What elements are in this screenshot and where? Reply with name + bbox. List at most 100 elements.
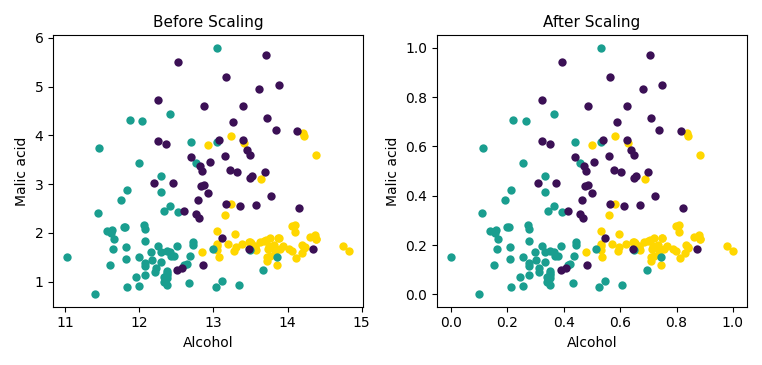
Point [261, 258, 273, 264]
Point [181, 261, 193, 267]
Point [618, 203, 630, 208]
Point [579, 183, 591, 189]
Point [253, 86, 265, 92]
Point [632, 244, 645, 250]
Point [588, 160, 600, 165]
Point [562, 208, 574, 214]
Point [274, 246, 287, 251]
Point [645, 115, 658, 121]
Point [595, 241, 607, 247]
Point [670, 248, 682, 254]
Point [120, 244, 132, 250]
Point [658, 246, 670, 251]
Point [644, 237, 656, 243]
Point [277, 243, 289, 249]
Point [225, 201, 237, 207]
Point [621, 137, 633, 143]
Point [227, 119, 239, 125]
Point [152, 138, 164, 144]
Point [523, 272, 535, 278]
Point [194, 163, 206, 169]
Point [138, 222, 150, 228]
Point [488, 231, 501, 237]
Point [310, 237, 322, 242]
Point [642, 238, 654, 244]
Point [211, 139, 223, 145]
Point [644, 52, 656, 58]
Point [544, 269, 556, 274]
Point [681, 245, 693, 250]
Point [243, 246, 255, 252]
Point [139, 238, 151, 244]
Point [694, 237, 706, 242]
Point [476, 211, 488, 216]
Point [539, 259, 551, 265]
Point [236, 241, 248, 247]
Point [620, 241, 632, 247]
Point [637, 86, 649, 92]
Point [210, 284, 222, 289]
Point [185, 154, 197, 160]
Point [234, 203, 246, 208]
Point [211, 45, 223, 51]
Title: Before Scaling: Before Scaling [153, 15, 264, 30]
Point [120, 256, 132, 262]
Point [606, 241, 618, 247]
X-axis label: Alcohol: Alcohol [567, 336, 617, 350]
Point [667, 246, 679, 251]
Point [544, 282, 556, 288]
Point [262, 246, 274, 252]
Point [611, 119, 623, 125]
Point [158, 274, 170, 280]
Point [228, 247, 240, 253]
Point [258, 169, 271, 174]
Point [574, 160, 586, 166]
Point [264, 253, 276, 259]
Point [648, 253, 660, 259]
Point [615, 170, 627, 176]
Point [653, 127, 665, 132]
Point [166, 180, 178, 186]
Point [504, 244, 516, 250]
Point [568, 253, 581, 259]
Point [586, 191, 598, 196]
Point [337, 243, 349, 249]
Point [107, 246, 120, 252]
Point [219, 212, 232, 218]
Point [171, 267, 183, 273]
Point [580, 168, 592, 174]
Point [272, 235, 284, 241]
Point [108, 236, 120, 242]
Point [682, 244, 694, 250]
Point [603, 212, 615, 218]
Point [595, 228, 607, 234]
Point [642, 169, 655, 174]
Point [638, 239, 650, 245]
Point [202, 191, 214, 196]
Point [485, 228, 497, 234]
Point [250, 202, 262, 208]
Point [648, 235, 661, 241]
Point [621, 103, 633, 109]
Point [544, 275, 556, 281]
Point [158, 279, 170, 285]
Point [533, 269, 545, 275]
Point [656, 235, 668, 241]
Point [645, 254, 658, 260]
Point [626, 239, 639, 245]
Point [237, 137, 249, 143]
Point [192, 197, 204, 203]
Point [661, 243, 673, 249]
Point [270, 127, 282, 132]
Point [544, 270, 556, 276]
Point [244, 247, 256, 253]
Point [656, 82, 668, 88]
Point [655, 262, 667, 268]
Point [681, 133, 693, 139]
Point [260, 237, 272, 243]
Point [555, 267, 567, 273]
Point [504, 256, 516, 262]
Point [627, 153, 639, 158]
Point [473, 292, 485, 297]
Point [121, 187, 133, 192]
